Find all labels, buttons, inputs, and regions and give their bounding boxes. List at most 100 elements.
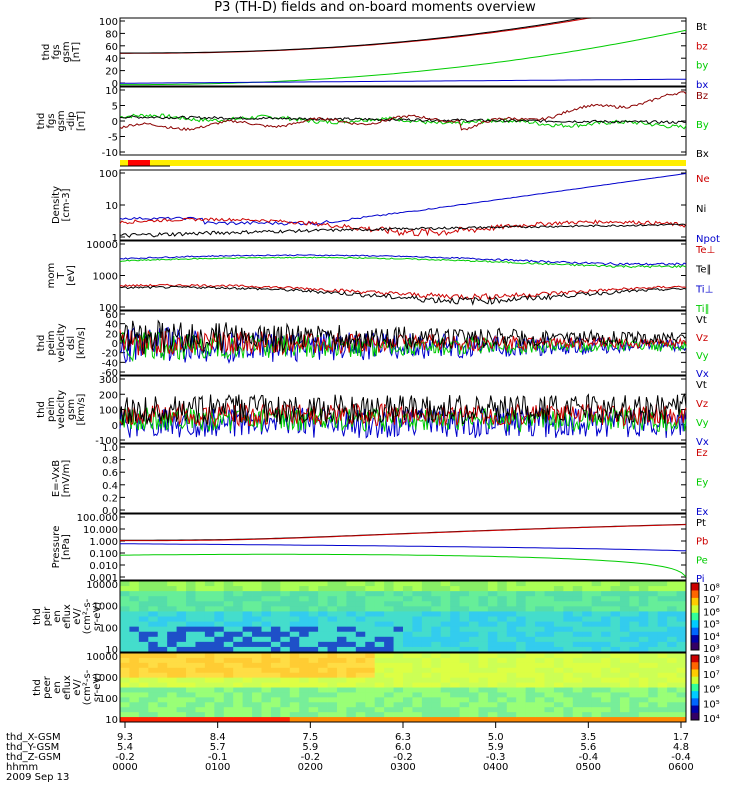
spectro-cell-peer — [459, 712, 470, 718]
spectro-cell-peer — [393, 657, 404, 664]
spectro-cell-peer — [469, 667, 479, 674]
spectro-cell-peer — [214, 667, 225, 674]
spectro-cell-peer — [553, 672, 564, 679]
spectro-cell-peer — [318, 653, 328, 659]
spectro-cell-peir — [431, 596, 442, 602]
spectro-cell-peir — [204, 641, 215, 648]
spectro-cell-peer — [280, 687, 291, 693]
spectro-cell-peer — [336, 667, 347, 674]
spectro-cell-peir — [638, 631, 649, 638]
spectro-cell-peir — [487, 626, 498, 633]
spectro-cell-peer — [355, 672, 366, 679]
spectro-cell-peer — [431, 657, 442, 664]
spectro-cell-peir — [374, 601, 385, 607]
spectro-cell-peir — [129, 616, 140, 622]
spectro-cell-peir — [299, 646, 310, 653]
spectro-cell-peer — [412, 697, 423, 703]
spectro-cell-peer — [374, 692, 385, 698]
spectro-cell-peir — [176, 606, 187, 612]
spectro-cell-peir — [591, 636, 602, 643]
spectro-cell-peer — [601, 672, 611, 679]
spectro-cell-peer — [676, 712, 687, 718]
spectro-cell-peer — [204, 712, 215, 718]
spectro-cell-peir — [412, 611, 423, 617]
spectro-cell-peer — [393, 697, 404, 703]
spectro-cell-peer — [619, 657, 630, 664]
spectro-cell-peer — [242, 682, 253, 688]
spectro-cell-peir — [355, 641, 366, 648]
spectro-cell-peer — [393, 653, 404, 659]
spectro-cell-peir — [365, 641, 376, 648]
spectro-cell-peer — [289, 677, 300, 683]
spectro-cell-peir — [487, 621, 498, 628]
spectro-cell-peir — [167, 611, 177, 617]
spectro-cell-peir — [487, 611, 498, 617]
spectro-cell-peer — [638, 682, 649, 688]
spectro-cell-peir — [544, 601, 555, 607]
spectro-cell-peer — [308, 702, 319, 708]
spectro-cell-peir — [214, 591, 225, 597]
spectro-cell-peer — [544, 692, 555, 698]
spectro-cell-peer — [318, 672, 328, 679]
ylabel-line: mom — [46, 263, 57, 289]
spectro-cell-peir — [318, 626, 328, 633]
spectro-cell-peir — [270, 596, 281, 602]
spectro-cell-peir — [280, 601, 291, 607]
spectro-cell-peir — [299, 606, 310, 612]
spectro-cell-peer — [506, 682, 517, 688]
spectro-cell-peer — [459, 687, 470, 693]
spectro-cell-peir — [478, 616, 489, 622]
spectro-cell-peir — [619, 631, 630, 638]
spectro-cell-peir — [431, 586, 442, 592]
spectro-cell-peer — [148, 662, 159, 669]
spectro-cell-peer — [280, 667, 291, 674]
spectro-cell-peer — [648, 662, 659, 669]
spectro-cell-peer — [223, 707, 234, 713]
spectro-cell-peir — [582, 606, 593, 612]
ytick-label: 80 — [105, 29, 118, 40]
spectro-cell-peer — [138, 653, 149, 659]
spectro-cell-peir — [327, 636, 338, 643]
spectro-cell-peir — [252, 581, 262, 587]
colorbar-label: 10⁶ — [703, 607, 720, 618]
spectro-cell-peer — [336, 682, 347, 688]
spectro-cell-peir — [355, 616, 366, 622]
spectro-cell-peir — [535, 621, 545, 628]
spectro-cell-peer — [487, 712, 498, 718]
spectro-cell-peer — [478, 692, 489, 698]
spectro-cell-peer — [619, 717, 630, 723]
spectro-cell-peer — [318, 662, 328, 669]
spectro-cell-peir — [676, 596, 687, 602]
series-bx — [119, 78, 686, 84]
spectro-cell-peer — [591, 653, 602, 659]
spectro-cell-peir — [365, 601, 376, 607]
spectro-cell-peir — [365, 606, 376, 612]
spectro-cell-peer — [167, 677, 177, 683]
spectro-cell-peer — [459, 697, 470, 703]
spectro-cell-peir — [563, 641, 574, 648]
chart-title: P3 (TH-D) fields and on-board moments ov… — [214, 0, 536, 15]
spectro-cell-peir — [544, 591, 555, 597]
spectro-cell-peir — [478, 636, 489, 643]
spectro-cell-peer — [308, 677, 319, 683]
spectro-cell-peer — [195, 667, 206, 674]
spectro-cell-peer — [469, 692, 479, 698]
spectro-cell-peer — [544, 667, 555, 674]
spectro-cell-peir — [421, 616, 432, 622]
spectro-cell-peer — [384, 677, 394, 683]
spectro-cell-peir — [601, 626, 611, 633]
spectro-cell-peir — [252, 646, 262, 653]
spectro-cell-peer — [355, 662, 366, 669]
spectro-cell-peir — [667, 636, 677, 643]
spectro-cell-peer — [186, 672, 196, 679]
spectro-cell-peir — [648, 626, 659, 633]
ylabel-line: (cm²-s- — [82, 669, 93, 705]
spectro-cell-peir — [619, 601, 630, 607]
spectro-cell-peir — [176, 631, 187, 638]
spectro-cell-peer — [412, 712, 423, 718]
ytick-label: 100 — [99, 623, 118, 634]
spectro-cell-peer — [195, 717, 206, 723]
spectro-cell-peir — [214, 641, 225, 648]
spectro-cell-peer — [138, 692, 149, 698]
